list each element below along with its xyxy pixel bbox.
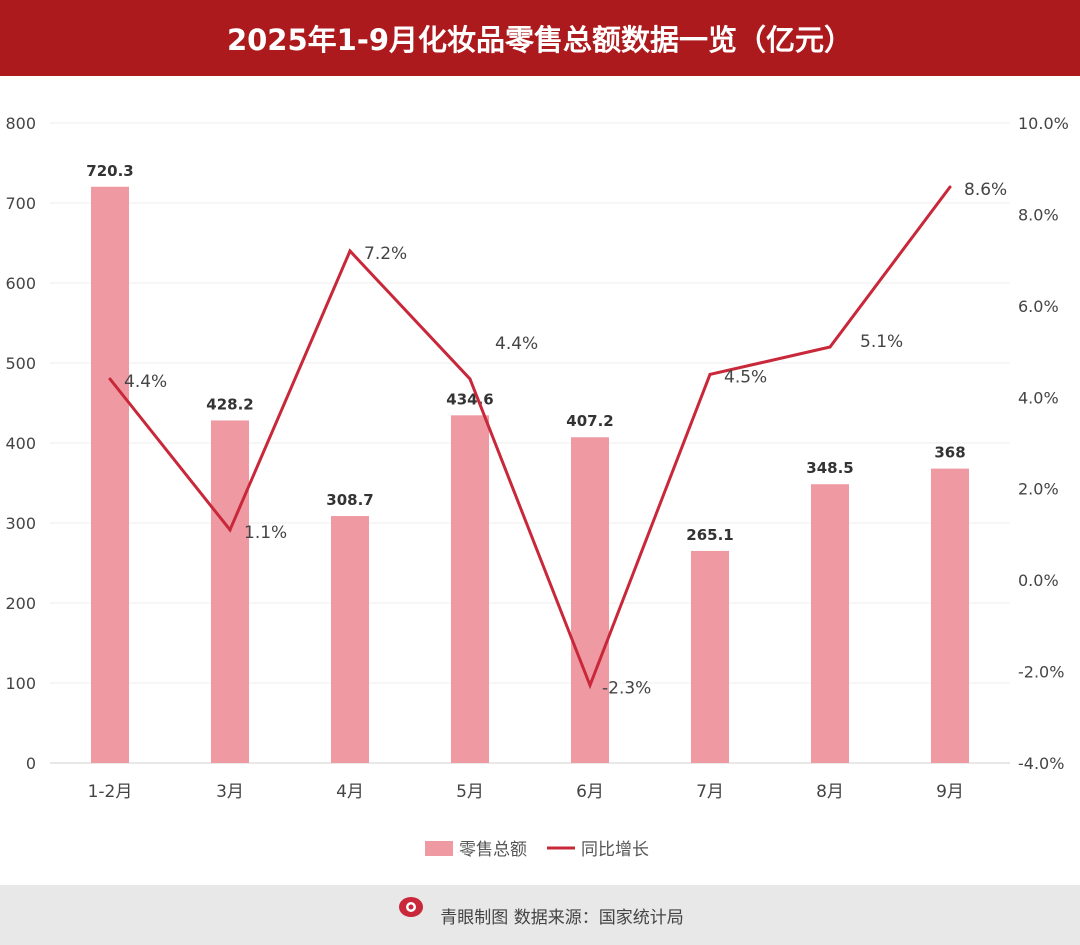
x-tick: 3月: [216, 782, 244, 802]
legend-label: 零售总额: [459, 840, 527, 860]
line-label: 4.5%: [724, 367, 767, 387]
y-right-tick: 10.0%: [1018, 114, 1069, 133]
line-point: [228, 528, 232, 532]
line-point: [828, 345, 832, 349]
line-point: [588, 683, 592, 687]
x-tick: 8月: [816, 782, 844, 802]
line-point: [948, 185, 952, 189]
line-label: 5.1%: [860, 332, 903, 352]
line-label: 4.4%: [124, 372, 167, 392]
bar: [91, 186, 129, 763]
y-left-tick: 500: [5, 354, 36, 373]
y-left-tick: 100: [5, 674, 36, 693]
bar: [691, 550, 729, 763]
x-tick: 9月: [936, 782, 964, 802]
line-label: 1.1%: [244, 523, 287, 543]
x-tick: 4月: [336, 782, 364, 802]
line-label: 8.6%: [964, 180, 1007, 200]
x-tick: 1-2月: [88, 782, 133, 802]
y-right-tick: -4.0%: [1018, 754, 1064, 773]
bar: [451, 415, 489, 763]
y-left-tick: 200: [5, 594, 36, 613]
chart-title-bar: 2025年1-9月化妆品零售总额数据一览（亿元）: [0, 0, 1080, 76]
footer: 青眼制图 数据来源：国家统计局: [0, 885, 1080, 945]
y-left-tick: 600: [5, 274, 36, 293]
chart-title: 2025年1-9月化妆品零售总额数据一览（亿元）: [226, 23, 854, 57]
bar-label: 434.6: [446, 390, 493, 408]
bar-label: 407.2: [566, 412, 613, 430]
y-left-tick: 400: [5, 434, 36, 453]
bar: [931, 468, 969, 763]
y-left-tick: 300: [5, 514, 36, 533]
bar-label: 265.1: [686, 526, 733, 544]
y-left-tick: 700: [5, 194, 36, 213]
y-right-tick: 0.0%: [1018, 571, 1059, 590]
legend-bar-swatch: [425, 841, 453, 856]
line-label: 7.2%: [364, 244, 407, 264]
combo-chart: 0 100 200 300 400 500 600 700 800 -4.0% -2.0% 0.0% 2…: [5, 114, 1069, 860]
line-point: [468, 377, 472, 381]
bar-label: 308.7: [326, 491, 373, 509]
x-tick: 7月: [696, 782, 724, 802]
bar: [331, 516, 369, 763]
line-point: [348, 249, 352, 253]
line-label: 4.4%: [495, 334, 538, 354]
y-right-tick: -2.0%: [1018, 663, 1064, 682]
y-right-tick: 2.0%: [1018, 480, 1059, 499]
bar-label: 720.3: [86, 162, 133, 180]
bar: [211, 420, 249, 763]
legend-label: 同比增长: [581, 840, 649, 860]
growth-line: [108, 186, 952, 690]
qingyan-logo: [396, 895, 426, 935]
line-point: [108, 377, 112, 381]
footer-text: 青眼制图 数据来源：国家统计局: [440, 907, 684, 928]
bar-label: 368: [934, 444, 965, 462]
bar-label: 348.5: [806, 459, 853, 477]
line-label: -2.3%: [602, 678, 651, 698]
x-tick: 6月: [576, 782, 604, 802]
bar: [571, 437, 609, 763]
x-tick: 5月: [456, 782, 484, 802]
bar-label: 428.2: [206, 395, 253, 413]
y-left-tick: 0: [26, 754, 36, 773]
y-right-tick: 6.0%: [1018, 297, 1059, 316]
eye-logo-icon: [399, 897, 424, 917]
y-left-tick: 800: [5, 114, 36, 133]
bar: [811, 484, 849, 763]
line-point: [708, 372, 712, 376]
y-right-tick: 4.0%: [1018, 388, 1059, 407]
y-right-tick: 8.0%: [1018, 205, 1059, 224]
